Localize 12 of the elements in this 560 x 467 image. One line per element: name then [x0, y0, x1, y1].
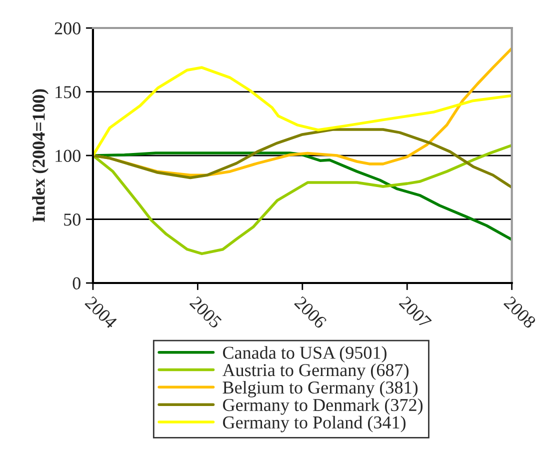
legend-label: Austria to Germany (687): [222, 364, 409, 380]
y-tick-label: 0: [72, 277, 80, 290]
y-tick-label: 150: [56, 86, 80, 98]
legend-label: Belgium to Germany (381): [222, 380, 418, 398]
legend-label: Germany to Denmark (372): [223, 398, 423, 415]
legend-label: Canada to USA (9501): [223, 346, 386, 362]
legend-label: Germany to Poland (341): [223, 416, 406, 432]
y-tick-label: 200: [54, 22, 80, 34]
y-axis-title: Index (2004=100): [32, 89, 49, 222]
y-tick-label: 100: [56, 150, 80, 162]
y-tick-label: 50: [64, 214, 80, 226]
x-tick-label: 2007: [398, 296, 432, 329]
